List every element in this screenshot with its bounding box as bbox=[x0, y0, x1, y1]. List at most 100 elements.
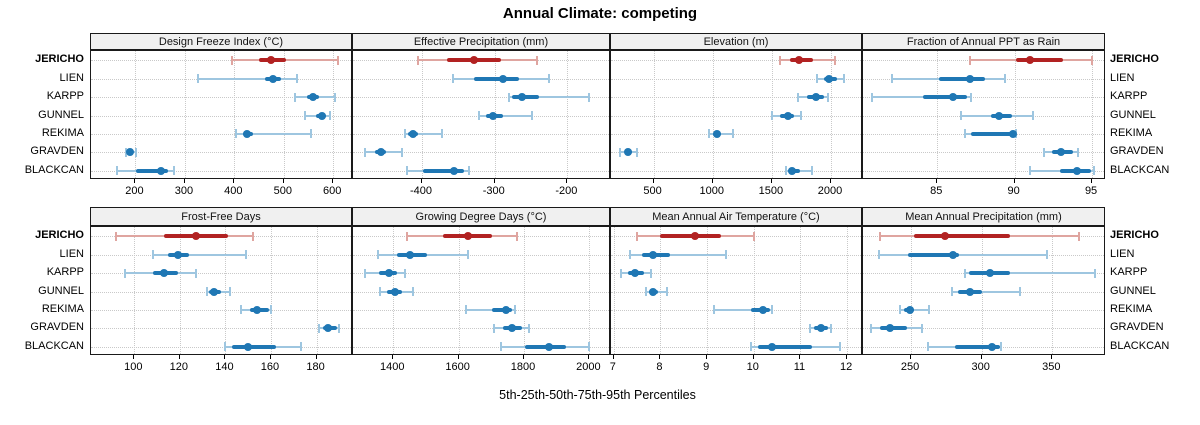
row-gridline bbox=[611, 273, 861, 275]
row-gridline bbox=[353, 254, 609, 256]
whisker-cap bbox=[1091, 55, 1094, 65]
whisker-cap bbox=[363, 147, 366, 157]
whisker-cap bbox=[959, 111, 962, 120]
row-gridline bbox=[611, 291, 861, 293]
axis-tick bbox=[830, 179, 832, 183]
axis-tick bbox=[711, 179, 713, 183]
axis-tick-label: 9 bbox=[703, 361, 710, 373]
whisker-cap bbox=[244, 250, 247, 260]
axis-tick-label: 12 bbox=[840, 361, 853, 373]
whisker-cap bbox=[1018, 287, 1021, 296]
vertical-gridline bbox=[1052, 227, 1054, 354]
axis-tick bbox=[421, 179, 423, 183]
axis-tick-label: 600 bbox=[323, 185, 342, 197]
row-label-left-gravden: GRAVDEN bbox=[30, 145, 84, 158]
median-dot bbox=[787, 166, 796, 175]
row-label-left-karpp: KARPP bbox=[46, 266, 84, 279]
box-25-75 bbox=[491, 307, 512, 312]
whisker-cap bbox=[527, 323, 530, 333]
row-label-right-gunnel: GUNNEL bbox=[1110, 108, 1156, 121]
whisker-cap bbox=[197, 74, 200, 84]
row-label-left-gunnel: GUNNEL bbox=[38, 108, 84, 121]
whisker-cap bbox=[1004, 74, 1007, 84]
vertical-gridline bbox=[847, 227, 849, 354]
median-dot bbox=[905, 305, 914, 314]
axis-tick bbox=[1051, 355, 1053, 359]
axis-tick bbox=[457, 355, 459, 359]
row-gridline bbox=[863, 152, 1104, 154]
whisker-5-95 bbox=[964, 272, 1095, 275]
axis-tick bbox=[910, 355, 912, 359]
row-label-right-blackcan: BLACKCAN bbox=[1110, 339, 1170, 352]
whisker-cap bbox=[379, 287, 382, 296]
vertical-gridline bbox=[234, 51, 236, 178]
row-gridline bbox=[611, 133, 861, 135]
median-dot bbox=[268, 74, 277, 83]
row-gridline bbox=[611, 170, 861, 172]
panel-header-growing-degree-days-c-: Growing Degree Days (°C) bbox=[352, 207, 610, 226]
row-gridline bbox=[611, 346, 861, 348]
row-label-left-lien: LIEN bbox=[59, 247, 84, 260]
whisker-cap bbox=[333, 92, 336, 102]
median-dot bbox=[464, 232, 473, 241]
row-gridline bbox=[353, 133, 609, 135]
whisker-cap bbox=[134, 147, 137, 157]
whisker-cap bbox=[778, 55, 781, 65]
vertical-gridline bbox=[316, 227, 318, 354]
row-label-left-lien: LIEN bbox=[59, 71, 84, 84]
whisker-cap bbox=[405, 166, 408, 176]
whisker-cap bbox=[317, 323, 320, 333]
median-dot bbox=[712, 129, 721, 138]
axis-tick-label: 1000 bbox=[699, 185, 724, 197]
axis-tick-label: -200 bbox=[555, 185, 578, 197]
whisker-cap bbox=[666, 287, 669, 296]
box-25-75 bbox=[908, 252, 960, 257]
row-gridline bbox=[863, 309, 1104, 311]
whisker-cap bbox=[951, 287, 953, 296]
whisker-cap bbox=[499, 342, 502, 352]
median-dot bbox=[376, 148, 385, 157]
whisker-cap bbox=[400, 147, 403, 157]
axis-tick bbox=[178, 355, 180, 359]
whisker-cap bbox=[403, 268, 406, 278]
axis-tick bbox=[134, 179, 136, 183]
median-dot bbox=[405, 250, 414, 259]
axis-tick-label: 8 bbox=[656, 361, 663, 373]
whisker-cap bbox=[206, 287, 209, 296]
row-gridline bbox=[91, 273, 351, 275]
row-label-left-blackcan: BLACKCAN bbox=[24, 339, 84, 352]
axis-tick-label: 180 bbox=[306, 361, 325, 373]
vertical-gridline bbox=[333, 51, 335, 178]
median-dot bbox=[518, 93, 527, 102]
whisker-cap bbox=[877, 250, 880, 260]
median-dot bbox=[173, 250, 182, 259]
whisker-cap bbox=[797, 92, 800, 102]
whisker-cap bbox=[530, 111, 533, 120]
row-label-left-karpp: KARPP bbox=[46, 90, 84, 103]
whisker-5-95 bbox=[152, 253, 246, 256]
whisker-cap bbox=[478, 111, 481, 120]
whisker-cap bbox=[587, 342, 590, 352]
vertical-gridline bbox=[653, 51, 655, 178]
axis-tick bbox=[936, 179, 938, 183]
axis-tick bbox=[1091, 179, 1093, 183]
whisker-5-95 bbox=[236, 132, 311, 135]
axis-tick bbox=[752, 355, 754, 359]
axis-tick bbox=[659, 355, 661, 359]
axis-tick bbox=[980, 355, 982, 359]
axis-tick bbox=[133, 355, 135, 359]
whisker-cap bbox=[411, 287, 414, 296]
whisker-cap bbox=[338, 323, 341, 333]
panel-fraction-of-annual-ppt-as-rain bbox=[862, 50, 1105, 179]
median-dot bbox=[966, 287, 975, 296]
axis-tick-label: 300 bbox=[174, 185, 194, 197]
row-gridline bbox=[91, 152, 351, 154]
whisker-cap bbox=[724, 250, 727, 260]
median-dot bbox=[1057, 148, 1066, 157]
whisker-cap bbox=[293, 92, 296, 102]
median-dot bbox=[811, 93, 820, 102]
row-gridline bbox=[91, 133, 351, 135]
whisker-cap bbox=[303, 111, 306, 120]
whisker-cap bbox=[337, 55, 340, 65]
box-25-75 bbox=[913, 234, 1010, 239]
